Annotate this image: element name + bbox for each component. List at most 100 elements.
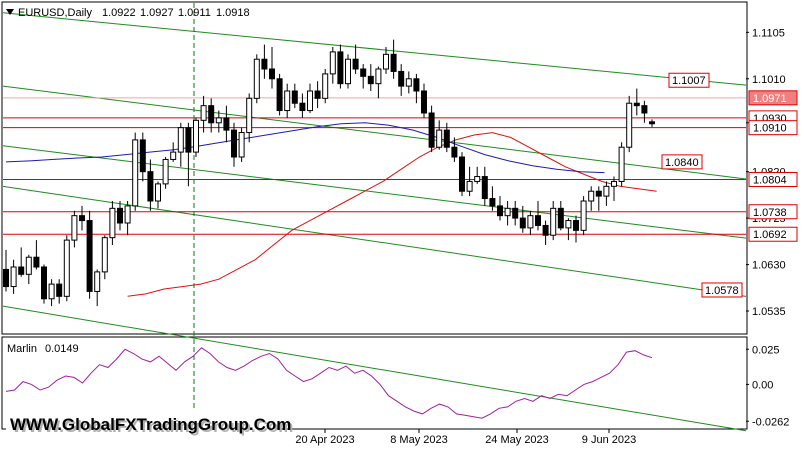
candle [436, 120, 443, 150]
candle [390, 39, 397, 79]
main-panel-frame [1, 1, 748, 335]
candle [63, 235, 70, 302]
candle [459, 152, 465, 197]
candle-body [269, 68, 275, 80]
price-level-box [748, 90, 798, 106]
candle-body [94, 271, 101, 292]
candle-body [649, 121, 655, 125]
candle-body [337, 51, 344, 85]
candle-body [193, 119, 199, 153]
price-level-label: 1.0692 [753, 229, 787, 241]
candle-body [595, 190, 602, 197]
candle [132, 132, 139, 211]
candle [527, 210, 534, 236]
channel-label: 1.0840 [665, 157, 699, 169]
candle [573, 215, 579, 243]
candle-body [573, 220, 579, 231]
candle-body [238, 132, 245, 158]
channel-label: 1.1007 [672, 75, 706, 87]
channel-line [2, 185, 747, 297]
candle-body [383, 53, 389, 70]
candle-body [124, 205, 131, 224]
candle [71, 210, 78, 248]
x-tick-label: 9 Jun 2023 [582, 434, 636, 446]
candle-body [390, 53, 397, 72]
candle [641, 100, 648, 123]
candle [314, 81, 321, 109]
candle [79, 205, 85, 231]
candle [633, 88, 640, 116]
candle [588, 186, 595, 211]
candle-body [398, 70, 405, 87]
osc-tick-label: 0.025 [752, 344, 780, 356]
candle [231, 122, 237, 167]
channel-label: 1.0578 [705, 285, 739, 297]
oscillator-name: Marlin [7, 343, 37, 355]
candle [603, 181, 610, 206]
candle-body [41, 266, 47, 300]
price-level-box [748, 171, 798, 187]
candle-body [405, 78, 412, 87]
candle-body [86, 220, 93, 292]
candle-body [139, 139, 146, 173]
candle-body [10, 266, 17, 288]
candle-body [375, 68, 382, 85]
price-level-label: 1.0738 [753, 207, 787, 219]
candle [94, 269, 101, 307]
candle [580, 196, 587, 236]
candle [405, 71, 412, 94]
candle [519, 205, 526, 233]
candle-body [200, 105, 207, 121]
candle [170, 142, 177, 162]
candle-body [481, 176, 488, 200]
candle-body [618, 146, 625, 182]
candle [474, 166, 481, 184]
candle [10, 259, 17, 294]
candle [443, 122, 450, 153]
candle [428, 105, 435, 153]
candle-body [231, 129, 237, 158]
price-level-box [748, 120, 798, 136]
candle-body [603, 185, 610, 197]
candle-body [489, 198, 496, 207]
candle-body [71, 215, 78, 241]
candle [398, 64, 405, 96]
y-tick-label: 1.1105 [752, 27, 785, 39]
x-tick-label: 20 Apr 2023 [295, 434, 354, 446]
collapse-arrow-icon[interactable] [6, 9, 14, 15]
candle-body [162, 158, 169, 185]
candle-body [421, 90, 427, 114]
price-level-label: 1.0910 [753, 123, 787, 135]
candle-body [25, 256, 32, 275]
candle [299, 93, 306, 118]
candle-body [109, 207, 116, 239]
watermark-text: WWW.GlobalFXTradingGroup.Com [10, 415, 291, 434]
candle [223, 105, 230, 143]
candle [193, 117, 199, 157]
y-tick-label: 1.0535 [752, 306, 786, 318]
candle-body [132, 139, 139, 207]
candle-body [360, 68, 367, 77]
candle-body [512, 207, 519, 219]
candle [557, 201, 564, 231]
oscillator-value: 0.0149 [45, 343, 79, 355]
candle [253, 54, 260, 104]
oscillator-panel-frame [1, 336, 748, 430]
candle-body [550, 207, 557, 236]
candle [360, 64, 367, 89]
candle [86, 210, 93, 299]
candle [56, 279, 63, 304]
candle [177, 122, 184, 167]
channel-label-box [701, 282, 743, 298]
candle-body [48, 283, 55, 300]
candle [352, 44, 359, 74]
candle [276, 73, 283, 116]
candle [595, 186, 602, 211]
y-tick-label: 1.1010 [752, 74, 786, 86]
candle-body [459, 156, 465, 192]
candle [375, 66, 382, 99]
candle [466, 166, 473, 197]
candle [139, 132, 146, 182]
